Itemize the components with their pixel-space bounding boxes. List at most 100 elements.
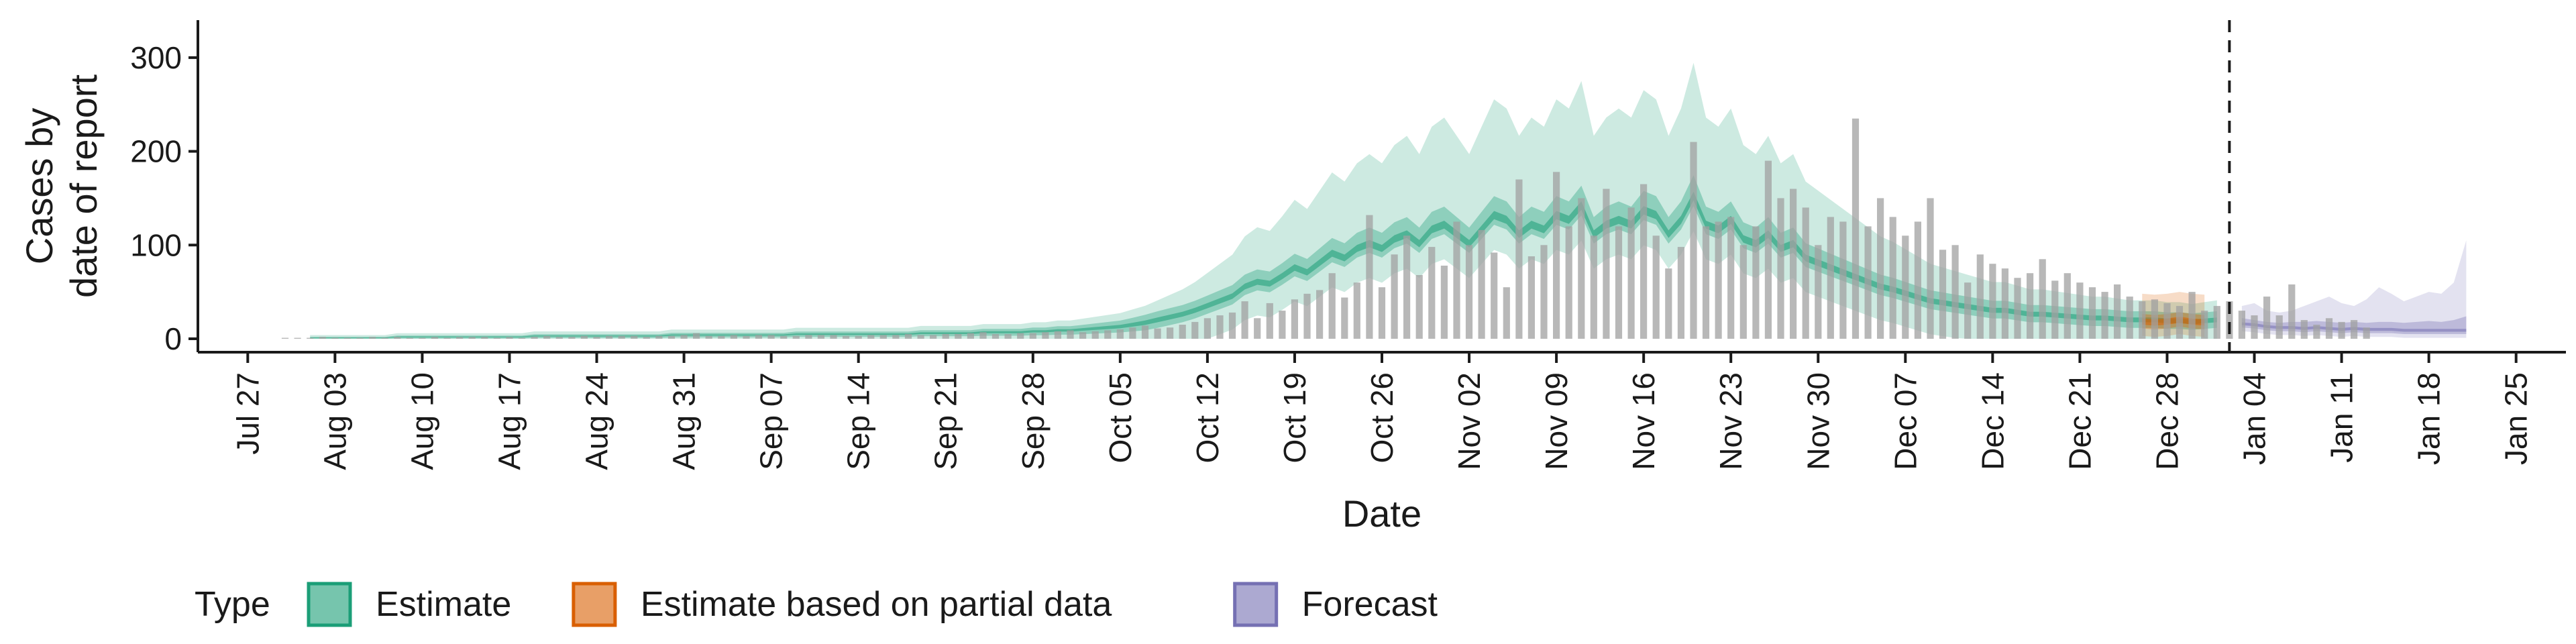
bar [1141,325,1149,339]
legend-key-2 [1233,582,1279,627]
bar [2275,315,2283,339]
bar [1279,311,1286,339]
bar [2051,280,2059,339]
bar [2201,311,2208,339]
bar [1453,221,1460,339]
bar [2238,311,2245,339]
bar [1503,287,1510,339]
bar [555,337,563,339]
bar [2351,320,2358,339]
bar [1615,226,1623,339]
bar [979,332,987,339]
x-tick-label: Jan 04 [2237,372,2272,465]
bar [2263,297,2271,339]
bar [343,337,351,339]
bar [2151,299,2158,339]
y-axis-title-text: Cases bydate of report [18,74,105,299]
bar [1839,221,1847,339]
bar [2226,301,2233,339]
y-tick-label: 0 [164,321,182,356]
bar [1989,264,1996,339]
x-tick-label: Sep 21 [928,372,963,470]
bar [2188,292,2196,339]
x-tick-label: Nov 23 [1713,372,1748,470]
bar [1291,299,1298,339]
bar [1640,184,1648,339]
y-tick-label: 200 [130,134,182,169]
bar [1191,321,1199,339]
x-tick-label: Dec 14 [1975,372,2010,470]
bar [2076,282,2084,339]
x-tick-label: Oct 26 [1364,372,1399,464]
x-tick-label: Jan 25 [2499,372,2534,465]
bar [930,335,937,339]
bar [443,337,451,339]
bar [2213,306,2220,339]
bar [2176,306,2184,339]
x-tick-label: Nov 16 [1626,372,1661,470]
bar [356,337,364,339]
bar [1515,179,1523,339]
x-tick-label: Oct 12 [1190,372,1225,464]
bar [531,337,538,339]
bar [543,335,551,339]
bar [1491,252,1498,339]
x-tick-label: Sep 07 [754,372,789,470]
bar [2014,278,2021,339]
bar [1054,331,1061,339]
bar [1553,172,1560,339]
bar [1091,331,1099,339]
x-tick-label: Aug 17 [492,372,527,470]
bar [1154,328,1161,339]
bar [2088,287,2096,339]
bar [830,335,837,339]
bar [1914,221,1921,339]
bar [991,334,1000,339]
bar [331,337,339,339]
bar [817,335,824,339]
bar [1067,330,1074,339]
ribbon-layer [310,62,2467,339]
bar [1889,217,1896,339]
bar [1167,327,1174,339]
bar [1116,329,1124,339]
bar [307,337,314,339]
bar [1764,160,1772,339]
x-axis-ticks: Jul 27 Aug 03 Aug 10 Aug 17 Aug 24 Aug 31 Sep … [230,352,2534,470]
bar [1029,333,1036,339]
bar [1391,254,1398,339]
bar [606,335,613,339]
bar [1739,245,1747,339]
y-axis-title-line: date of report [62,74,105,299]
bar [1266,303,1273,339]
bar [2300,320,2308,339]
bar [1216,315,1224,339]
bar [1777,198,1784,339]
bar [1702,226,1710,339]
bar [1428,247,1436,339]
y-axis-title: Cases bydate of report [18,74,105,299]
x-tick-label: Jan 18 [2412,372,2447,465]
x-tick-label: Jul 27 [230,372,265,455]
bar [369,337,376,339]
x-tick-label: Dec 21 [2062,372,2097,470]
x-tick-label: Nov 09 [1539,372,1574,470]
bar [780,335,788,339]
y-tick-label: 300 [130,40,182,75]
bar [1303,293,1311,339]
bar [1316,290,1324,339]
bar [1927,198,1934,339]
bar [2139,301,2146,339]
bar [406,337,413,339]
bar [2101,292,2108,339]
bar [1228,312,1236,339]
bar [1864,226,1872,339]
bar [1976,254,1984,339]
bar [2039,259,2046,339]
bar [1690,142,1697,339]
bar [667,335,676,339]
bar [2027,273,2034,339]
bar [2126,297,2133,339]
x-tick-label: Aug 31 [667,372,702,470]
legend-label: Estimate [376,585,511,624]
